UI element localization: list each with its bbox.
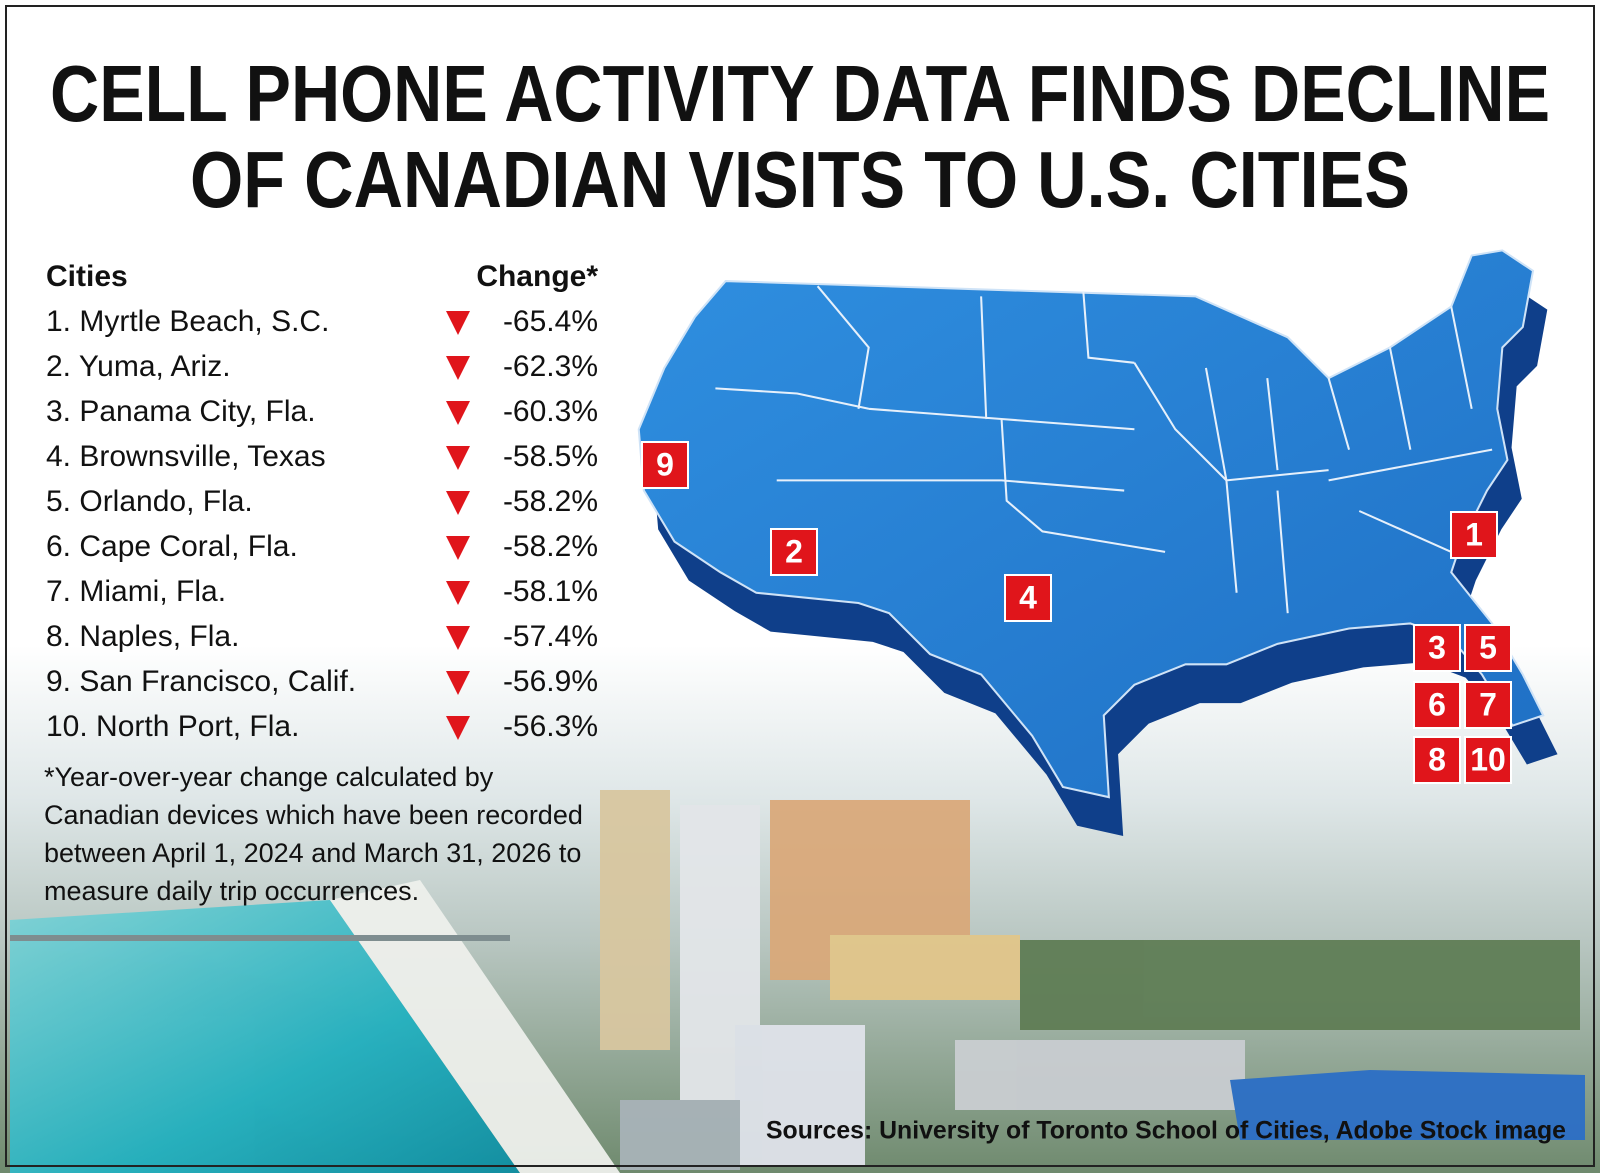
marker-label: 3 [1428,629,1446,665]
down-arrow [446,536,470,560]
city-name: 2. Yuma, Ariz. [46,350,231,383]
title: CELL PHONE ACTIVITY DATA FINDS DECLINEOF… [50,49,1550,224]
marker-label: 1 [1465,516,1483,552]
change-value: -57.4% [503,620,598,653]
city-name: 8. Naples, Fla. [46,620,239,653]
marker-label: 7 [1479,686,1497,722]
sources: Sources: University of Toronto School of… [766,1117,1566,1145]
marker-label: 5 [1479,629,1497,665]
column-header: Change* [476,260,598,293]
change-value: -56.3% [503,710,598,743]
down-arrow [446,716,470,740]
down-arrow [446,356,470,380]
marker-label: 6 [1428,686,1446,722]
footnote-line: *Year-over-year change calculated by [44,762,494,792]
marker-box [641,441,689,489]
marker-label: 8 [1428,741,1446,777]
photo [10,790,1585,1173]
marker-box [1413,624,1461,672]
change-value: -58.2% [503,485,598,518]
city-name: 5. Orlando, Fla. [46,485,253,518]
column-header: Cities [46,260,128,293]
city-name: 3. Panama City, Fla. [46,395,316,428]
marker-box [1464,681,1512,729]
marker-label: 10 [1470,741,1506,777]
marker-box [1450,511,1498,559]
marker-box [1004,574,1052,622]
title-line: CELL PHONE ACTIVITY DATA FINDS DECLINE [50,49,1550,138]
marker-label: 4 [1019,579,1037,615]
footnote: *Year-over-year change calculated by Cana… [44,762,583,906]
marker-box [1413,681,1461,729]
map-markers: 9 2 4 1 3 56 78 10 [641,441,1512,784]
down-arrow [446,446,470,470]
city-name: 9. San Francisco, Calif. [46,665,356,698]
title-line: OF CANADIAN VISITS TO U.S. CITIES [190,135,1410,224]
down-arrow [446,671,470,695]
change-value: -62.3% [503,350,598,383]
change-value: -56.9% [503,665,598,698]
us-map [637,249,1558,836]
footnote-line: measure daily trip occurrences. [44,876,419,906]
marker-box [1464,624,1512,672]
marker-box [770,528,818,576]
marker-label: 2 [785,533,803,569]
down-arrow [446,401,470,425]
change-value: -65.4% [503,305,598,338]
down-arrow [446,311,470,335]
city-name: 4. Brownsville, Texas [46,440,326,473]
change-value: -60.3% [503,395,598,428]
down-arrow [446,581,470,605]
change-value: -58.5% [503,440,598,473]
marker-label: 9 [656,446,674,482]
footnote-line: Canadian devices which have been recorde… [44,800,583,830]
footnote-line: between April 1, 2024 and March 31, 2026… [44,838,581,868]
city-name: 7. Miami, Fla. [46,575,226,608]
city-name: 10. North Port, Fla. [46,710,299,743]
marker-box [1464,736,1512,784]
down-arrow [446,491,470,515]
change-value: -58.2% [503,530,598,563]
frame [5,5,1595,1167]
city-name: 1. Myrtle Beach, S.C. [46,305,329,338]
city-name: 6. Cape Coral, Fla. [46,530,298,563]
down-arrow [446,626,470,650]
cities-table: Cities Change* 1. Myrtle Beach, S.C. -65.4%… [46,260,598,743]
marker-box [1413,736,1461,784]
change-value: -58.1% [503,575,598,608]
